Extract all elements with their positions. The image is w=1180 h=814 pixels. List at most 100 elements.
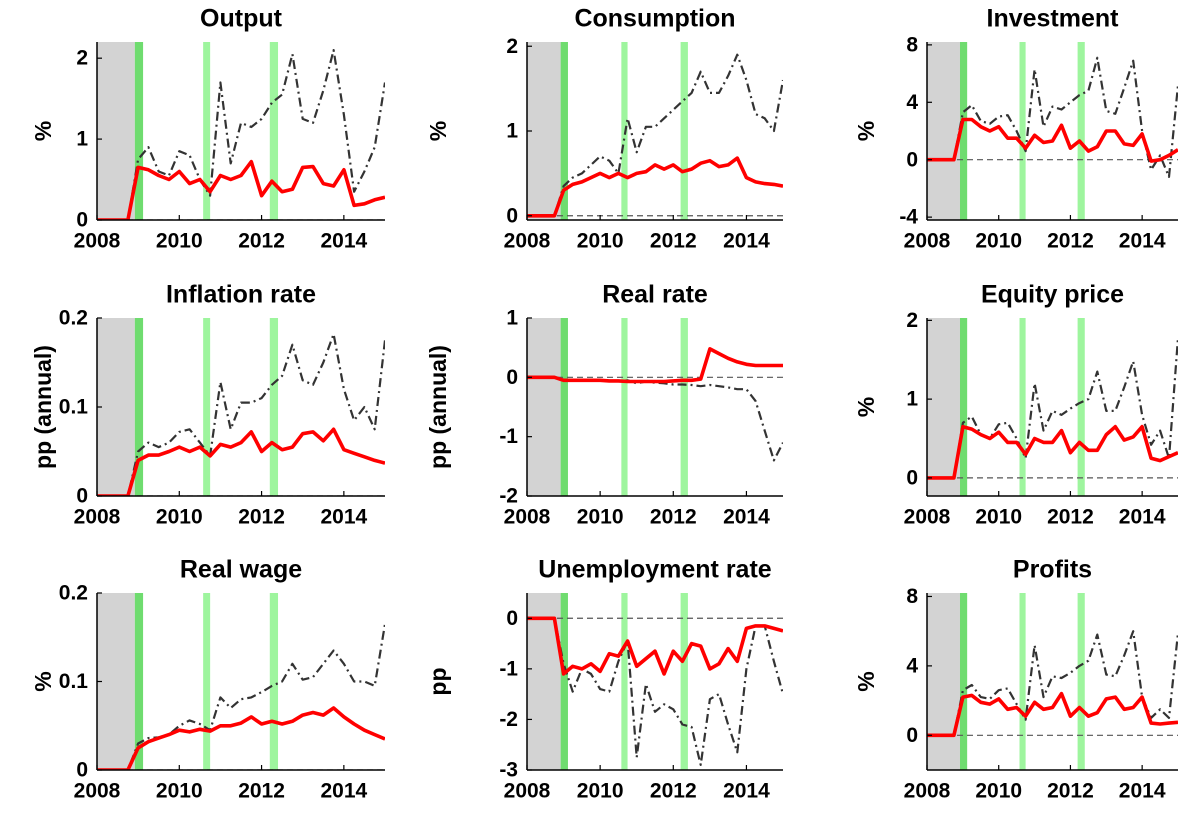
shaded-region — [527, 318, 561, 496]
x-tick-label: 2014 — [1119, 780, 1166, 803]
y-tick-label: -1 — [499, 425, 518, 448]
plot-area — [527, 593, 783, 770]
series-line — [927, 630, 1178, 737]
shaded-region — [1019, 318, 1026, 496]
shaded-region — [1019, 42, 1026, 220]
subplot: -4 0 4 8 2008 2010 2012 2014 Investment% — [853, 5, 1178, 253]
x-tick-label: 2014 — [320, 230, 367, 253]
y-tick-label: 1 — [906, 388, 918, 411]
subplot: 0 1 2 2008 2010 2012 2014 Consumption% — [425, 5, 783, 253]
y-tick-label: 2 — [76, 47, 88, 70]
series-line — [97, 706, 385, 770]
x-tick-label: 2014 — [320, 780, 367, 803]
shaded-region — [134, 318, 144, 496]
x-tick-label: 2010 — [156, 230, 203, 253]
y-tick-label: 4 — [906, 654, 918, 677]
subplot: 0 4 8 2008 2010 2012 2014 Profits% — [853, 556, 1178, 803]
shaded-region — [269, 318, 279, 496]
plot-area — [527, 42, 783, 220]
y-axis-label: % — [30, 121, 56, 141]
y-tick-label: 0 — [506, 607, 518, 630]
subplot: -2 -1 0 1 2008 2010 2012 2014 Real rate pp (annua… — [425, 281, 783, 529]
series-line — [927, 117, 1178, 163]
series-line — [927, 337, 1178, 479]
y-tick-label: 0 — [76, 759, 88, 782]
y-tick-label: -2 — [499, 708, 518, 731]
shaded-region — [269, 42, 279, 220]
shaded-region — [560, 318, 568, 496]
plot-area — [927, 593, 1178, 770]
series-line — [527, 617, 783, 766]
shaded-region — [203, 593, 211, 770]
series-line — [927, 424, 1178, 480]
x-tick-label: 2008 — [904, 780, 951, 803]
y-tick-label: 0 — [906, 148, 918, 171]
y-tick-label: -1 — [499, 657, 518, 680]
y-axis-label: pp (annual) — [30, 345, 56, 469]
x-tick-label: 2010 — [577, 230, 624, 253]
subplot-title: Inflation rate — [166, 281, 316, 309]
shaded-region — [959, 318, 968, 496]
x-tick-label: 2014 — [723, 230, 770, 253]
shaded-region — [97, 42, 135, 220]
series-line — [527, 156, 783, 218]
shaded-region — [134, 593, 144, 770]
x-tick-label: 2010 — [975, 230, 1022, 253]
x-tick-label: 2010 — [577, 506, 624, 529]
series-line — [97, 159, 385, 220]
y-tick-label: 4 — [906, 91, 918, 114]
subplot: 0 1 2 2008 2010 2012 2014 Output% — [30, 5, 385, 253]
y-tick-label: 0.2 — [59, 582, 88, 605]
series-line — [97, 623, 385, 770]
subplot-title: Investment — [987, 5, 1120, 33]
y-axis-label: % — [853, 397, 879, 417]
y-tick-label: 0 — [906, 724, 918, 747]
y-axis-label: % — [853, 121, 879, 141]
plot-area — [97, 318, 385, 496]
y-tick-label: 8 — [906, 33, 918, 56]
shaded-region — [203, 318, 211, 496]
shaded-region — [959, 42, 968, 220]
y-tick-label: 0.1 — [59, 396, 89, 419]
y-axis-label: pp — [425, 667, 451, 695]
x-tick-label: 2010 — [975, 780, 1022, 803]
x-tick-label: 2008 — [504, 780, 551, 803]
series-line — [927, 56, 1178, 178]
x-tick-label: 2008 — [74, 506, 121, 529]
plot-area — [927, 42, 1178, 220]
y-axis-label: pp (annual) — [425, 345, 451, 469]
y-tick-label: -3 — [499, 759, 518, 782]
shaded-region — [97, 593, 135, 770]
y-tick-label: 0 — [506, 366, 518, 389]
subplot-title: Real rate — [602, 281, 708, 309]
shaded-region — [134, 42, 144, 220]
x-tick-label: 2010 — [577, 780, 624, 803]
x-tick-label: 2012 — [650, 780, 697, 803]
x-tick-label: 2014 — [1119, 506, 1166, 529]
x-tick-label: 2008 — [904, 506, 951, 529]
x-tick-label: 2014 — [723, 506, 770, 529]
subplot: 0 1 2 2008 2010 2012 2014 Equity price% — [853, 281, 1178, 529]
x-tick-label: 2012 — [238, 230, 285, 253]
x-tick-label: 2014 — [723, 780, 770, 803]
x-tick-label: 2014 — [1119, 230, 1166, 253]
shaded-region — [680, 318, 688, 496]
series-line — [927, 691, 1178, 738]
y-tick-label: 0 — [906, 466, 918, 489]
shaded-region — [680, 593, 688, 770]
plot-area — [927, 318, 1178, 496]
y-tick-label: 0 — [76, 209, 88, 232]
x-tick-label: 2012 — [650, 230, 697, 253]
y-tick-label: 0.2 — [59, 307, 88, 330]
y-tick-label: 0 — [76, 485, 88, 508]
subplot-title: Consumption — [574, 5, 735, 33]
shaded-region — [621, 318, 628, 496]
x-tick-label: 2012 — [238, 506, 285, 529]
shaded-region — [959, 593, 968, 770]
shaded-region — [527, 42, 561, 220]
subplot: -3 -2 -1 0 2008 2010 2012 2014 Unemployment rate… — [425, 556, 783, 803]
x-tick-label: 2012 — [238, 780, 285, 803]
shaded-region — [680, 42, 688, 220]
shaded-region — [203, 42, 211, 220]
